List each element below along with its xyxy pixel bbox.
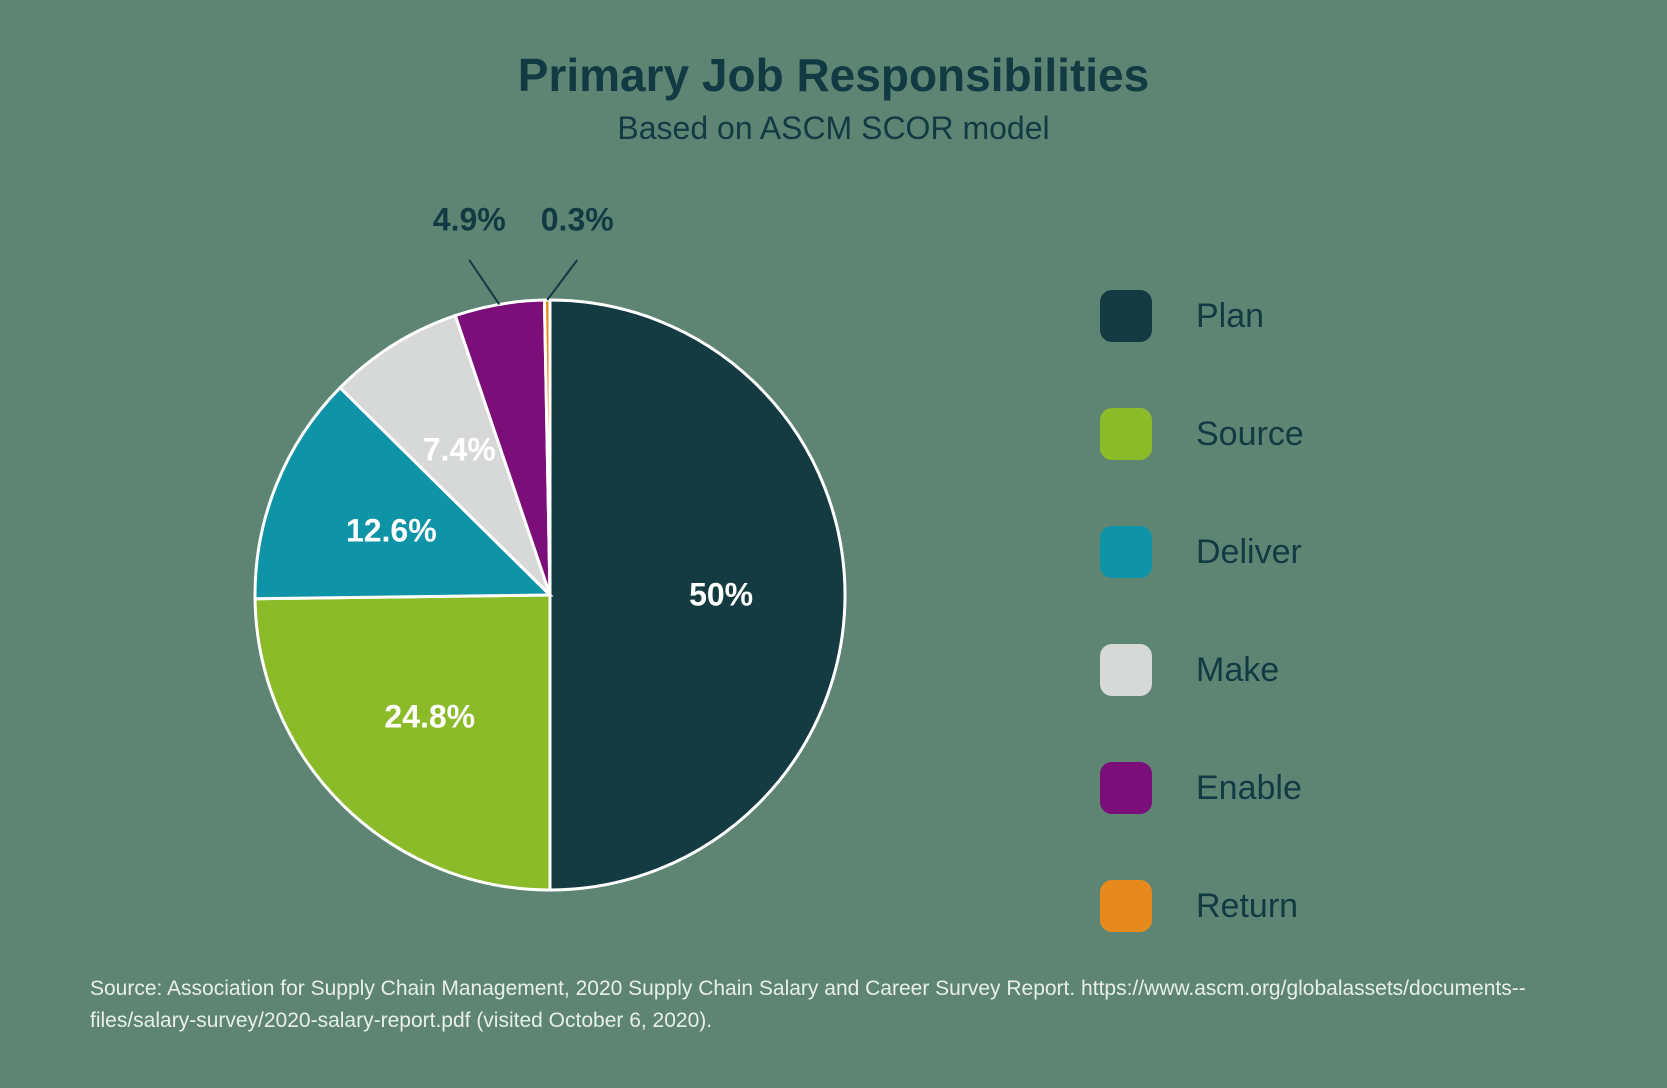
chart-subtitle: Based on ASCM SCOR model	[0, 110, 1667, 147]
legend-item-return: Return	[1100, 880, 1304, 932]
legend-label-enable: Enable	[1196, 769, 1302, 808]
callout-line-enable	[469, 260, 499, 304]
legend-label-return: Return	[1196, 887, 1298, 926]
slice-label-make: 7.4%	[423, 431, 496, 468]
callout-line-return	[547, 260, 577, 300]
legend-swatch-plan	[1100, 290, 1152, 342]
legend-label-make: Make	[1196, 651, 1279, 690]
chart-title: Primary Job Responsibilities	[0, 48, 1667, 102]
legend-item-plan: Plan	[1100, 290, 1304, 342]
slice-label-source: 24.8%	[384, 698, 475, 735]
legend-swatch-deliver	[1100, 526, 1152, 578]
legend-item-make: Make	[1100, 644, 1304, 696]
slice-label-deliver: 12.6%	[346, 513, 437, 550]
legend-item-deliver: Deliver	[1100, 526, 1304, 578]
legend-item-enable: Enable	[1100, 762, 1304, 814]
legend-swatch-return	[1100, 880, 1152, 932]
legend-swatch-enable	[1100, 762, 1152, 814]
legend-label-deliver: Deliver	[1196, 533, 1302, 572]
source-text: Source: Association for Supply Chain Man…	[90, 973, 1577, 1036]
pie-chart: 50% 24.8% 12.6% 7.4% 4.9% 0.3%	[200, 200, 900, 900]
pie-slice-source	[255, 595, 550, 890]
slice-label-plan: 50%	[689, 577, 753, 614]
slice-label-enable: 4.9%	[433, 202, 506, 239]
legend-swatch-source	[1100, 408, 1152, 460]
legend-label-plan: Plan	[1196, 297, 1264, 336]
legend-label-source: Source	[1196, 415, 1304, 454]
slice-label-return: 0.3%	[541, 202, 614, 239]
legend-swatch-make	[1100, 644, 1152, 696]
legend-item-source: Source	[1100, 408, 1304, 460]
pie-svg	[200, 200, 900, 900]
legend: Plan Source Deliver Make Enable Return	[1100, 290, 1304, 998]
